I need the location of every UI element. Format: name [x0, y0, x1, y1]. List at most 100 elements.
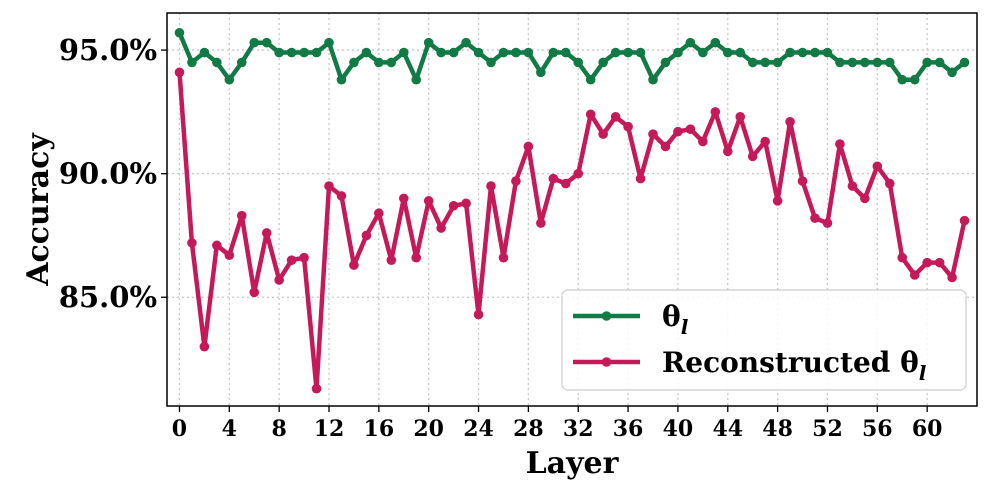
data-point [511, 47, 521, 58]
data-point [224, 250, 235, 261]
data-point [560, 47, 571, 58]
data-point [324, 181, 334, 191]
data-point [760, 136, 770, 147]
data-point [897, 74, 908, 85]
data-point [286, 47, 297, 58]
data-point [311, 383, 322, 394]
x-axis-ticks: 0 4 8 12 16 20 24 28 32 36 40 44 48 52 56 60 [172, 406, 943, 442]
data-point [311, 47, 322, 58]
x-tick-label: 36 [613, 416, 644, 442]
data-point [698, 47, 708, 58]
data-point [947, 272, 957, 283]
x-tick-label: 20 [413, 416, 444, 442]
x-tick-label: 24 [463, 416, 494, 442]
x-tick-label: 60 [912, 416, 943, 442]
data-point [199, 47, 210, 58]
data-point [685, 37, 696, 48]
data-point [635, 47, 646, 58]
data-point [959, 57, 970, 68]
data-point [947, 67, 957, 78]
data-point [710, 37, 721, 48]
legend-marker [601, 357, 612, 367]
data-point [835, 57, 845, 68]
data-point [623, 47, 633, 58]
data-point [236, 57, 247, 68]
data-point [722, 47, 733, 58]
data-point [698, 136, 708, 147]
data-point [772, 196, 783, 206]
series-line [177, 31, 966, 82]
data-point [673, 47, 683, 58]
data-point [847, 57, 858, 68]
data-point [610, 112, 621, 122]
data-point [747, 57, 758, 68]
data-point [224, 74, 235, 85]
x-tick-label: 12 [314, 416, 345, 442]
series-line [177, 72, 967, 391]
data-point [486, 181, 496, 191]
data-point [261, 37, 272, 48]
data-point [598, 57, 608, 68]
data-point [897, 252, 908, 263]
x-tick-label: 4 [222, 416, 237, 442]
data-point [573, 168, 584, 179]
data-point [286, 255, 297, 265]
data-point [536, 67, 546, 78]
y-tick-label: 95.0% [59, 33, 157, 67]
data-point [423, 196, 434, 206]
x-tick-label: 44 [712, 416, 743, 442]
data-point [486, 57, 496, 68]
data-point [411, 252, 422, 263]
data-point [922, 257, 932, 268]
data-point [797, 47, 808, 58]
data-point [772, 57, 783, 68]
data-point [884, 178, 895, 189]
legend-marker [601, 311, 612, 321]
data-point [797, 176, 808, 186]
data-point [660, 57, 671, 68]
data-point [610, 47, 621, 58]
data-point [212, 57, 222, 68]
data-point [909, 74, 920, 85]
x-tick-label: 40 [663, 416, 694, 442]
data-point [174, 67, 185, 78]
x-tick-label: 48 [762, 416, 793, 442]
series-1 [174, 27, 970, 85]
data-point [498, 47, 509, 58]
series-2 [174, 67, 970, 394]
data-point [673, 126, 683, 137]
data-point [523, 141, 534, 152]
plot-frame [166, 12, 978, 407]
data-point [436, 223, 446, 233]
data-point [361, 230, 372, 241]
series-lines [174, 27, 970, 394]
data-point [810, 47, 820, 58]
data-point [860, 57, 870, 68]
data-point [199, 341, 210, 352]
x-tick-label: 52 [812, 416, 843, 442]
data-point [398, 193, 409, 204]
data-point [249, 37, 260, 48]
data-point [847, 181, 858, 191]
data-point [274, 47, 284, 58]
data-point [872, 161, 883, 172]
data-point [336, 191, 347, 201]
data-point [473, 47, 484, 58]
data-point [810, 213, 820, 223]
data-point [735, 47, 746, 58]
data-point [261, 228, 272, 238]
data-point [374, 208, 384, 219]
x-tick-label: 16 [364, 416, 395, 442]
data-point [299, 47, 309, 58]
data-point [523, 47, 534, 58]
data-point [959, 215, 970, 226]
data-point [585, 109, 596, 120]
data-point [548, 173, 559, 184]
legend-subscript: l [919, 361, 927, 385]
data-point [573, 57, 584, 68]
data-point [536, 218, 546, 228]
data-point [212, 240, 222, 251]
data-point [386, 57, 397, 68]
